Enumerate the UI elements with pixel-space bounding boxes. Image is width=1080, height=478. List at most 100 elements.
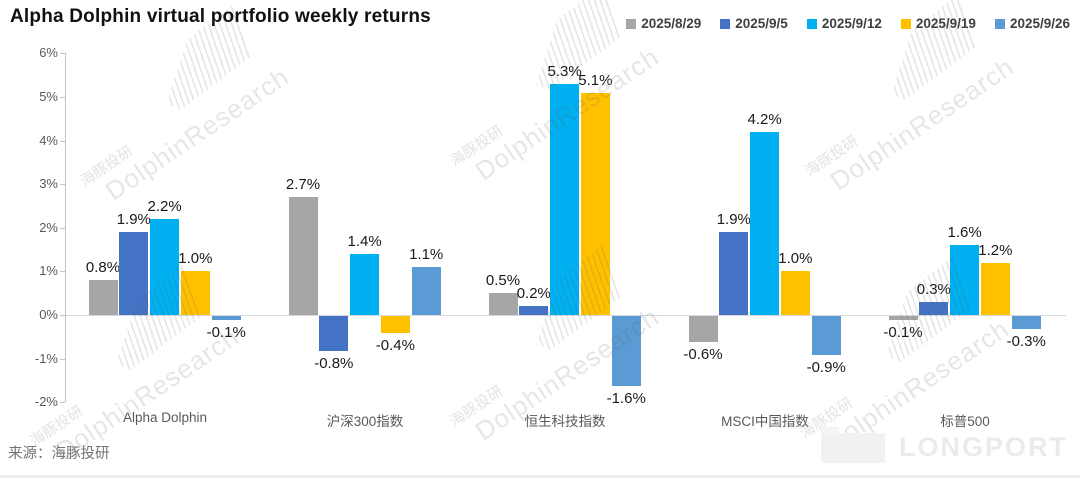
bar-2025/9/5-沪深300指数 <box>319 316 349 351</box>
bar-2025/9/5-恒生科技指数 <box>519 306 549 315</box>
bar-value-label: -0.8% <box>314 354 354 372</box>
watermark-cn-text: 海豚投研 <box>802 132 862 181</box>
y-tick-mark <box>60 53 65 55</box>
bar-2025/8/29-标普500 <box>888 316 918 321</box>
y-tick-label: 0% <box>39 307 58 322</box>
bar-value-label: -0.9% <box>806 359 846 377</box>
category-label-3: 恒生科技指数 <box>524 414 606 429</box>
bar-value-label: 1.0% <box>778 250 813 268</box>
bar-2025/9/12-Alpha Dolphin <box>150 219 180 315</box>
bar-2025/8/29-MSCI中国指数 <box>688 316 718 343</box>
y-tick-mark <box>60 227 65 229</box>
bar-value-label: 1.9% <box>116 211 151 229</box>
legend-item-2025/9/12: 2025/9/12 <box>806 16 882 31</box>
legend-label: 2025/9/26 <box>1009 16 1070 31</box>
legend-label: 2025/8/29 <box>641 16 702 31</box>
bar-2025/9/19-Alpha Dolphin <box>180 271 210 315</box>
legend-item-2025/8/29: 2025/8/29 <box>626 16 701 31</box>
watermark-1: 海豚投研 DolphinResearch <box>75 45 294 216</box>
bar-2025/9/19-MSCI中国指数 <box>780 271 810 315</box>
bar-2025/9/12-标普500 <box>950 245 980 315</box>
bar-value-label: 2.7% <box>285 176 321 194</box>
bar-2025/9/12-沪深300指数 <box>350 253 380 315</box>
legend-marker <box>626 18 637 29</box>
bar-value-label: 1.0% <box>178 250 213 268</box>
bar-value-label: -0.4% <box>375 337 415 355</box>
watermark-cn-text: 海豚投研 <box>447 122 507 171</box>
bar-2025/9/19-恒生科技指数 <box>580 92 610 315</box>
bar-2025/9/19-标普500 <box>980 262 1010 315</box>
longport-logo-icon <box>821 426 885 463</box>
category-label-2: 沪深300指数 <box>326 414 404 429</box>
bar-2025/9/26-MSCI中国指数 <box>811 316 841 356</box>
y-tick-label: 3% <box>39 176 58 192</box>
bar-value-label: 0.2% <box>516 285 551 303</box>
y-tick-label: -1% <box>34 350 58 366</box>
legend-label: 2025/9/19 <box>915 16 976 31</box>
bar-value-label: 5.3% <box>547 62 582 80</box>
watermark-en-text: DolphinResearch <box>99 61 295 207</box>
legend-marker <box>994 18 1005 29</box>
chart-title: Alpha Dolphin virtual portfolio weekly r… <box>10 6 431 27</box>
bar-2025/9/12-恒生科技指数 <box>550 83 580 315</box>
bar-value-label: 0.8% <box>85 259 121 277</box>
y-tick-label: 5% <box>39 89 58 104</box>
category-label-1: Alpha Dolphin <box>122 410 208 425</box>
bar-2025/9/26-标普500 <box>1011 316 1041 330</box>
y-tick-mark <box>60 184 65 186</box>
bar-value-label: -0.1% <box>206 324 246 342</box>
legend-marker <box>806 18 817 29</box>
bar-value-label: 0.3% <box>916 280 951 298</box>
bar-2025/9/5-标普500 <box>919 301 949 315</box>
bar-2025/8/29-恒生科技指数 <box>488 293 518 315</box>
legend-item-2025/9/19: 2025/9/19 <box>900 16 976 31</box>
y-tick-mark <box>60 358 65 360</box>
bar-value-label: 1.6% <box>947 224 982 242</box>
bar-value-label: -0.1% <box>883 324 923 342</box>
source-note: 来源：海豚投研 <box>8 446 110 462</box>
y-tick-mark <box>60 271 65 273</box>
y-tick-label: 1% <box>39 263 58 279</box>
y-tick-mark <box>60 402 65 404</box>
y-tick-label: 4% <box>39 132 58 148</box>
bar-2025/9/5-MSCI中国指数 <box>719 232 749 315</box>
bar-value-label: -0.3% <box>1006 333 1046 351</box>
bar-2025/9/26-沪深300指数 <box>411 267 441 315</box>
bar-value-label: 1.1% <box>409 246 444 264</box>
bar-2025/9/5-Alpha Dolphin <box>119 232 149 315</box>
y-axis-line <box>65 53 66 403</box>
y-tick-mark <box>60 315 65 316</box>
y-tick-mark <box>60 140 65 142</box>
y-tick-label: -2% <box>34 394 58 410</box>
zero-gridline <box>66 315 1066 316</box>
bar-value-label: 1.9% <box>716 211 751 229</box>
y-tick-label: 2% <box>39 219 58 235</box>
bar-2025/9/26-恒生科技指数 <box>611 316 641 386</box>
category-label-5: 标普500 <box>940 414 990 429</box>
watermark-cn-text: 海豚投研 <box>77 142 137 191</box>
legend-item-2025/9/26: 2025/9/26 <box>994 16 1070 31</box>
legend-marker <box>720 18 731 29</box>
bar-2025/8/29-沪深300指数 <box>288 197 318 315</box>
bar-2025/9/12-MSCI中国指数 <box>750 131 780 315</box>
bar-value-label: -0.6% <box>683 346 723 364</box>
bar-value-label: 2.2% <box>147 198 182 216</box>
bar-value-label: 4.2% <box>747 110 782 128</box>
bar-value-label: 1.2% <box>978 241 1013 259</box>
bar-value-label: 0.5% <box>485 272 521 290</box>
y-tick-label: 6% <box>39 45 58 61</box>
legend-label: 2025/9/12 <box>821 16 882 31</box>
legend-item-2025/9/5: 2025/9/5 <box>720 16 788 31</box>
bar-2025/9/19-沪深300指数 <box>380 316 410 334</box>
watermark-3: 海豚投研 DolphinResearch <box>800 35 1019 206</box>
bar-2025/8/29-Alpha Dolphin <box>88 280 118 315</box>
bar-value-label: -1.6% <box>606 389 646 407</box>
legend: 2025/8/29 2025/9/5 2025/9/12 2025/9/19 2025/… <box>626 16 1070 31</box>
legend-label: 2025/9/5 <box>735 16 788 31</box>
category-label-4: MSCI中国指数 <box>721 414 809 429</box>
watermark-en-text: DolphinResearch <box>824 51 1020 197</box>
bar-value-label: 5.1% <box>578 71 613 89</box>
longport-logo: LONGPORT <box>821 426 1068 463</box>
bar-value-label: 1.4% <box>347 232 382 250</box>
